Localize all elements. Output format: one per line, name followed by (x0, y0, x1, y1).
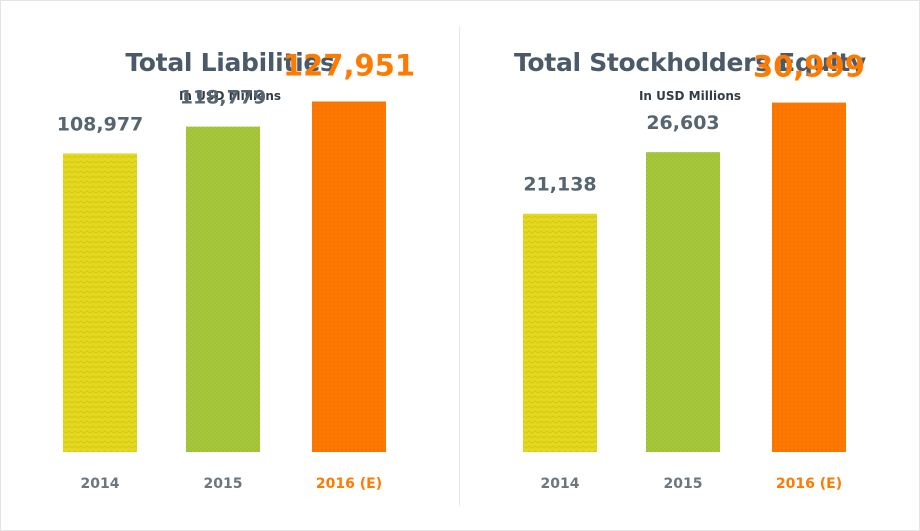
equity-value-label-1: 26,603 (646, 112, 719, 134)
equity-category-label-2: 2016 (E) (776, 476, 842, 492)
equity-bar-1 (646, 152, 720, 453)
liabilities-value-label-0: 108,977 (57, 113, 144, 135)
equity-title: Total Stockholders Equity (514, 48, 866, 77)
equity-value-label-2: 30,999 (753, 50, 865, 84)
equity-value-label-0: 21,138 (523, 174, 596, 196)
liabilities-title: Total Liabilities (125, 48, 335, 77)
equity-subtitle: In USD Millions (638, 89, 742, 103)
liabilities-bar-1 (186, 126, 260, 453)
liabilities-bar-2 (312, 101, 386, 452)
liabilities-value-label-1: 118,779 (180, 87, 267, 109)
liabilities-chart: Total Liabilities In USD Millions 108,97… (57, 48, 415, 492)
equity-category-label-0: 2014 (541, 476, 580, 492)
liabilities-subtitle: In USD Millions (178, 89, 282, 103)
liabilities-value-label-2: 127,951 (283, 48, 415, 82)
equity-plot: 21,138 2014 26,603 2015 30,999 2016 (E) (523, 50, 865, 492)
liabilities-category-label-0: 2014 (81, 476, 120, 492)
liabilities-bar-0 (63, 153, 137, 453)
liabilities-plot: 108,977 2014 118,779 2015 127,951 2016 (E) (57, 48, 415, 492)
equity-chart: Total Stockholders Equity In USD Million… (460, 0, 920, 531)
equity-bar-0 (523, 213, 597, 452)
liabilities-category-label-2: 2016 (E) (316, 476, 382, 492)
panel-divider (459, 26, 460, 506)
equity-bar-2 (772, 102, 846, 452)
equity-category-label-1: 2015 (664, 476, 703, 492)
liabilities-category-label-1: 2015 (204, 476, 243, 492)
